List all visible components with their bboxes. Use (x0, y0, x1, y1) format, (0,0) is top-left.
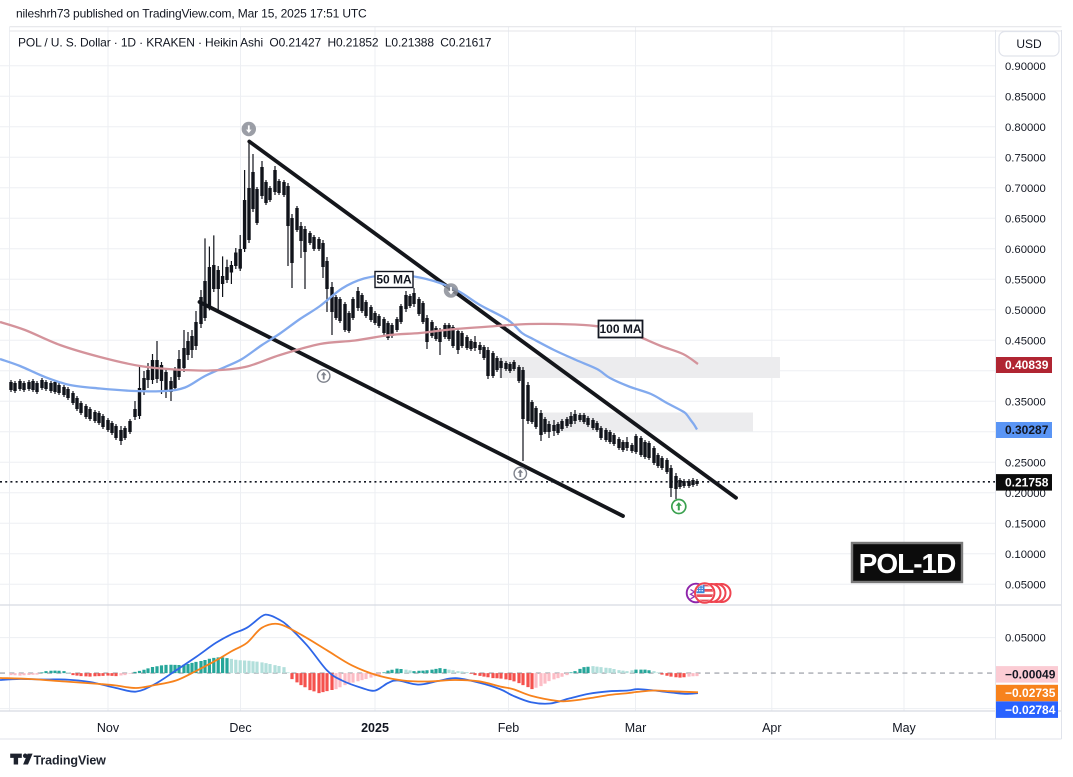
svg-text:−0.02735: −0.02735 (1005, 686, 1056, 700)
svg-text:0.75000: 0.75000 (1005, 152, 1046, 164)
svg-text:−0.02784: −0.02784 (1005, 703, 1056, 717)
svg-text:0.35000: 0.35000 (1005, 396, 1046, 408)
svg-text:0.80000: 0.80000 (1005, 122, 1046, 134)
svg-text:0.25000: 0.25000 (1005, 457, 1046, 469)
svg-text:0.50000: 0.50000 (1005, 305, 1046, 317)
svg-text:0.55000: 0.55000 (1005, 274, 1046, 286)
svg-text:May: May (892, 721, 916, 735)
svg-text:0.85000: 0.85000 (1005, 91, 1046, 103)
svg-text:Feb: Feb (498, 721, 520, 735)
svg-text:0.70000: 0.70000 (1005, 183, 1046, 195)
svg-text:0.21758: 0.21758 (1005, 476, 1049, 490)
svg-text:Nov: Nov (97, 721, 120, 735)
svg-text:0.90000: 0.90000 (1005, 61, 1046, 73)
svg-text:100 MA: 100 MA (599, 322, 641, 336)
svg-text:0.05000: 0.05000 (1005, 579, 1046, 591)
svg-text:−0.00049: −0.00049 (1005, 668, 1056, 682)
svg-text:POL / U. S. Dollar · 1D · KRAK: POL / U. S. Dollar · 1D · KRAKEN · Heiki… (18, 36, 492, 50)
svg-text:0.40839: 0.40839 (1005, 358, 1049, 372)
svg-text:Dec: Dec (229, 721, 251, 735)
svg-text:0.10000: 0.10000 (1005, 549, 1046, 561)
svg-text:2025: 2025 (361, 721, 389, 735)
svg-text:POL-1D: POL-1D (859, 548, 956, 579)
svg-text:0.30287: 0.30287 (1005, 423, 1049, 437)
svg-text:TradingView: TradingView (34, 754, 107, 768)
svg-text:USD: USD (1016, 37, 1042, 51)
svg-text:Mar: Mar (625, 721, 647, 735)
svg-text:nileshrh73 published on Tradin: nileshrh73 published on TradingView.com,… (16, 7, 367, 21)
svg-text:0.20000: 0.20000 (1005, 488, 1046, 500)
svg-text:0.15000: 0.15000 (1005, 518, 1046, 530)
svg-text:0.05000: 0.05000 (1005, 633, 1046, 645)
svg-text:0.60000: 0.60000 (1005, 244, 1046, 256)
svg-text:50 MA: 50 MA (376, 273, 412, 287)
svg-text:Apr: Apr (762, 721, 781, 735)
svg-text:0.65000: 0.65000 (1005, 213, 1046, 225)
svg-text:0.45000: 0.45000 (1005, 335, 1046, 347)
